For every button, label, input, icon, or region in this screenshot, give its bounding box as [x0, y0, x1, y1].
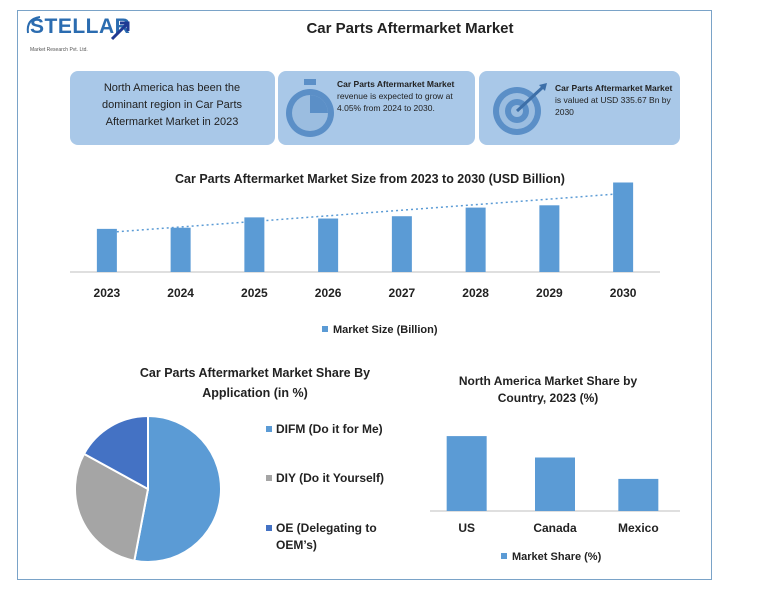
chart1-bar-2023: [96, 228, 117, 272]
chart1-bar-2026: [318, 218, 339, 272]
chart1-legend-swatch: [322, 326, 328, 332]
chart2-legend-label: OE (Delegating to: [276, 521, 377, 535]
chart1-bar-2030: [613, 182, 634, 272]
chart2-legend-swatch-0: [266, 426, 272, 432]
chart1-tick-label: 2026: [315, 286, 342, 300]
chart1-title: Car Parts Aftermarket Market Size from 2…: [175, 172, 565, 186]
info-card-value-rest: is valued at USD 335.67 Bn by 2030: [555, 95, 671, 117]
info-card-growth: Car Parts Aftermarket Market revenue is …: [278, 71, 475, 145]
chart1-trendline: [106, 192, 624, 234]
info-card-value-bold: Car Parts Aftermarket Market: [555, 83, 673, 93]
chart1-bar-2029: [539, 205, 560, 272]
chart1-bar-2028: [465, 207, 486, 272]
chart3-bar-US: [446, 436, 487, 511]
chart3-title-line2: Country, 2023 (%): [498, 391, 598, 405]
chart2-legend-label: DIFM (Do it for Me): [276, 422, 383, 436]
chart1-tick-label: 2023: [94, 286, 121, 300]
info-card-value: Car Parts Aftermarket Market is valued a…: [479, 71, 680, 145]
infographic-frame: [17, 10, 712, 580]
chart1-tick-label: 2029: [536, 286, 563, 300]
info-card-text: North America has been the dominant regi…: [101, 82, 242, 128]
chart2-title-line1: Car Parts Aftermarket Market Share By: [140, 366, 370, 380]
page-title: Car Parts Aftermarket Market: [306, 20, 514, 37]
info-card-growth-rest: revenue is expected to grow at 4.05% fro…: [337, 91, 453, 113]
chart1-tick-label: 2027: [389, 286, 416, 300]
chart1-bar-2027: [391, 216, 412, 272]
chart2-legend-swatch-2: [266, 525, 272, 531]
chart3-tick-label: Canada: [533, 521, 577, 535]
chart2-legend-label-cont: OEM’s): [276, 538, 317, 552]
logo-text: STELLAR: [30, 15, 131, 38]
chart1-legend-label: Market Size (Billion): [333, 324, 438, 336]
logo-arrow-icon: [26, 16, 130, 41]
chart3-bar-Canada: [535, 457, 575, 511]
chart2-legend-swatch-1: [266, 475, 272, 481]
info-card-value-text: Car Parts Aftermarket Market is valued a…: [555, 82, 675, 118]
chart1-tick-label: 2024: [167, 286, 194, 300]
chart1-tick-label: 2030: [610, 286, 637, 300]
chart2-slice-1: [74, 452, 150, 562]
logo-subtext: Market Research Pvt. Ltd.: [30, 47, 88, 53]
target-icon: [493, 83, 547, 135]
chart3-tick-label: Mexico: [618, 521, 659, 535]
chart3-bar-Mexico: [618, 478, 659, 511]
chart1-bar-2024: [170, 227, 191, 272]
chart1-tick-label: 2025: [241, 286, 268, 300]
chart2-legend-label: DIY (Do it Yourself): [276, 471, 384, 485]
chart2-slice-0: [133, 414, 222, 563]
info-card-growth-text: Car Parts Aftermarket Market revenue is …: [337, 78, 469, 114]
chart3-legend-label: Market Share (%): [512, 551, 602, 563]
stellar-logo: STELLAR Market Research Pvt. Ltd.: [24, 13, 134, 59]
chart3-tick-label: US: [458, 521, 475, 535]
chart3-legend-swatch: [501, 553, 507, 559]
chart2-slice-2: [82, 414, 149, 491]
info-card-region: North America has been the dominant regi…: [70, 71, 275, 145]
chart2-title-line2: Application (in %): [202, 386, 308, 400]
chart1-tick-label: 2028: [462, 286, 489, 300]
info-card-growth-bold: Car Parts Aftermarket Market: [337, 79, 455, 89]
stopwatch-icon: [286, 79, 334, 137]
chart1-bar-2025: [244, 217, 265, 272]
chart3-title-line1: North America Market Share by: [459, 374, 638, 388]
